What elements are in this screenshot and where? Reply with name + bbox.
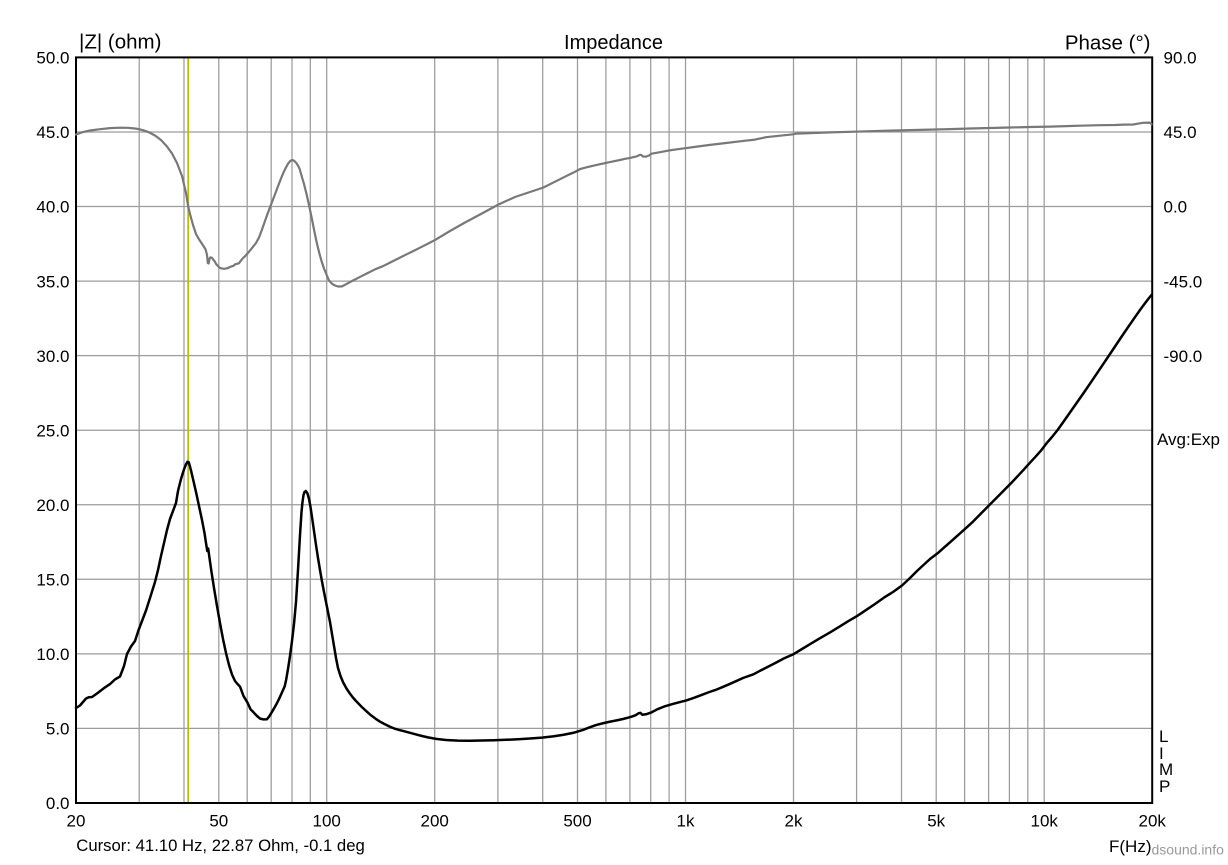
svg-text:F(Hz): F(Hz) [1109,837,1151,856]
svg-text:5k: 5k [927,812,945,831]
svg-text:5.0: 5.0 [46,720,70,739]
svg-text:Cursor: 41.10 Hz, 22.87 Ohm, -: Cursor: 41.10 Hz, 22.87 Ohm, -0.1 deg [76,836,364,855]
svg-text:40.0: 40.0 [36,198,69,217]
svg-text:90.0: 90.0 [1164,49,1197,68]
svg-text:20.0: 20.0 [36,496,69,515]
svg-text:|Z| (ohm): |Z| (ohm) [79,31,161,54]
svg-text:50: 50 [209,812,228,831]
svg-text:0.0: 0.0 [46,794,70,813]
svg-text:I: I [1159,744,1164,763]
svg-text:-45.0: -45.0 [1164,272,1203,291]
svg-text:35.0: 35.0 [36,272,69,291]
svg-text:Impedance: Impedance [564,32,663,54]
svg-text:50.0: 50.0 [36,49,69,68]
svg-text:Phase (°): Phase (°) [1065,31,1151,54]
svg-text:15.0: 15.0 [36,571,69,590]
svg-text:-90.0: -90.0 [1164,347,1203,366]
svg-text:30.0: 30.0 [36,347,69,366]
svg-text:200: 200 [421,812,449,831]
svg-text:100: 100 [313,812,341,831]
svg-text:10k: 10k [1030,812,1058,831]
svg-text:M: M [1159,760,1173,779]
svg-text:20: 20 [67,812,86,831]
svg-text:25.0: 25.0 [36,421,69,440]
svg-text:10.0: 10.0 [36,645,69,664]
svg-text:45.0: 45.0 [1164,123,1197,142]
svg-text:1k: 1k [677,812,695,831]
svg-text:2k: 2k [785,812,803,831]
svg-text:20k: 20k [1138,812,1166,831]
svg-text:45.0: 45.0 [36,123,69,142]
svg-text:L: L [1159,727,1168,746]
svg-text:dsound.info: dsound.info [1152,842,1225,858]
svg-text:P: P [1159,777,1170,796]
svg-text:Avg:Exp: Avg:Exp [1157,430,1220,449]
svg-text:0.0: 0.0 [1164,198,1188,217]
svg-text:500: 500 [563,812,591,831]
